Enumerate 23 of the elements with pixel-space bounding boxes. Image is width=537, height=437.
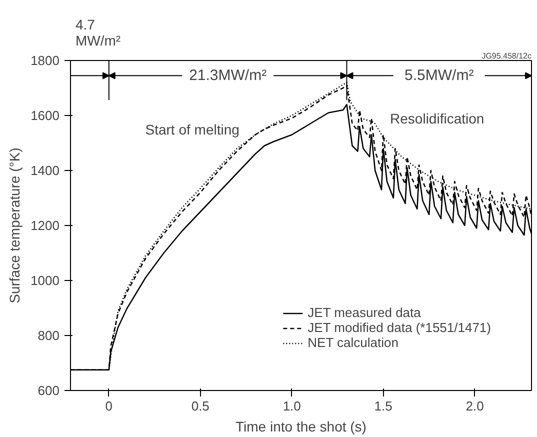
x-tick-label: 0 bbox=[105, 398, 113, 414]
y-axis-title: Surface temperature (°K) bbox=[6, 148, 23, 304]
y-tick-label: 1600 bbox=[30, 108, 60, 123]
legend-label: JET measured data bbox=[308, 305, 421, 320]
annotation: 21.3MW/m² bbox=[189, 67, 267, 84]
x-tick-label: 2.0 bbox=[466, 398, 484, 414]
y-tick-label: 800 bbox=[38, 328, 60, 343]
legend-label: JET modified data (*1551/1471) bbox=[308, 320, 491, 335]
y-tick-label: 1400 bbox=[30, 163, 60, 178]
x-axis-title: Time into the shot (s) bbox=[236, 418, 366, 434]
annotation: Resolidification bbox=[390, 110, 484, 126]
y-tick-label: 1200 bbox=[30, 218, 60, 233]
legend-label: NET calculation bbox=[308, 335, 398, 350]
annotation: 5.5MW/m² bbox=[404, 67, 474, 84]
x-tick-label: 0.5 bbox=[191, 398, 210, 414]
x-tick-label: 1.5 bbox=[374, 398, 392, 414]
y-tick-label: 1000 bbox=[30, 273, 60, 288]
y-tick-label: 600 bbox=[38, 383, 60, 398]
x-tick-label: 1.0 bbox=[282, 398, 301, 414]
y-tick-label: 1800 bbox=[30, 53, 60, 68]
text: 4.7 MW/m² bbox=[76, 16, 121, 48]
annotation: JG95.458/12c bbox=[482, 52, 532, 60]
annotation: Start of melting bbox=[145, 121, 240, 138]
